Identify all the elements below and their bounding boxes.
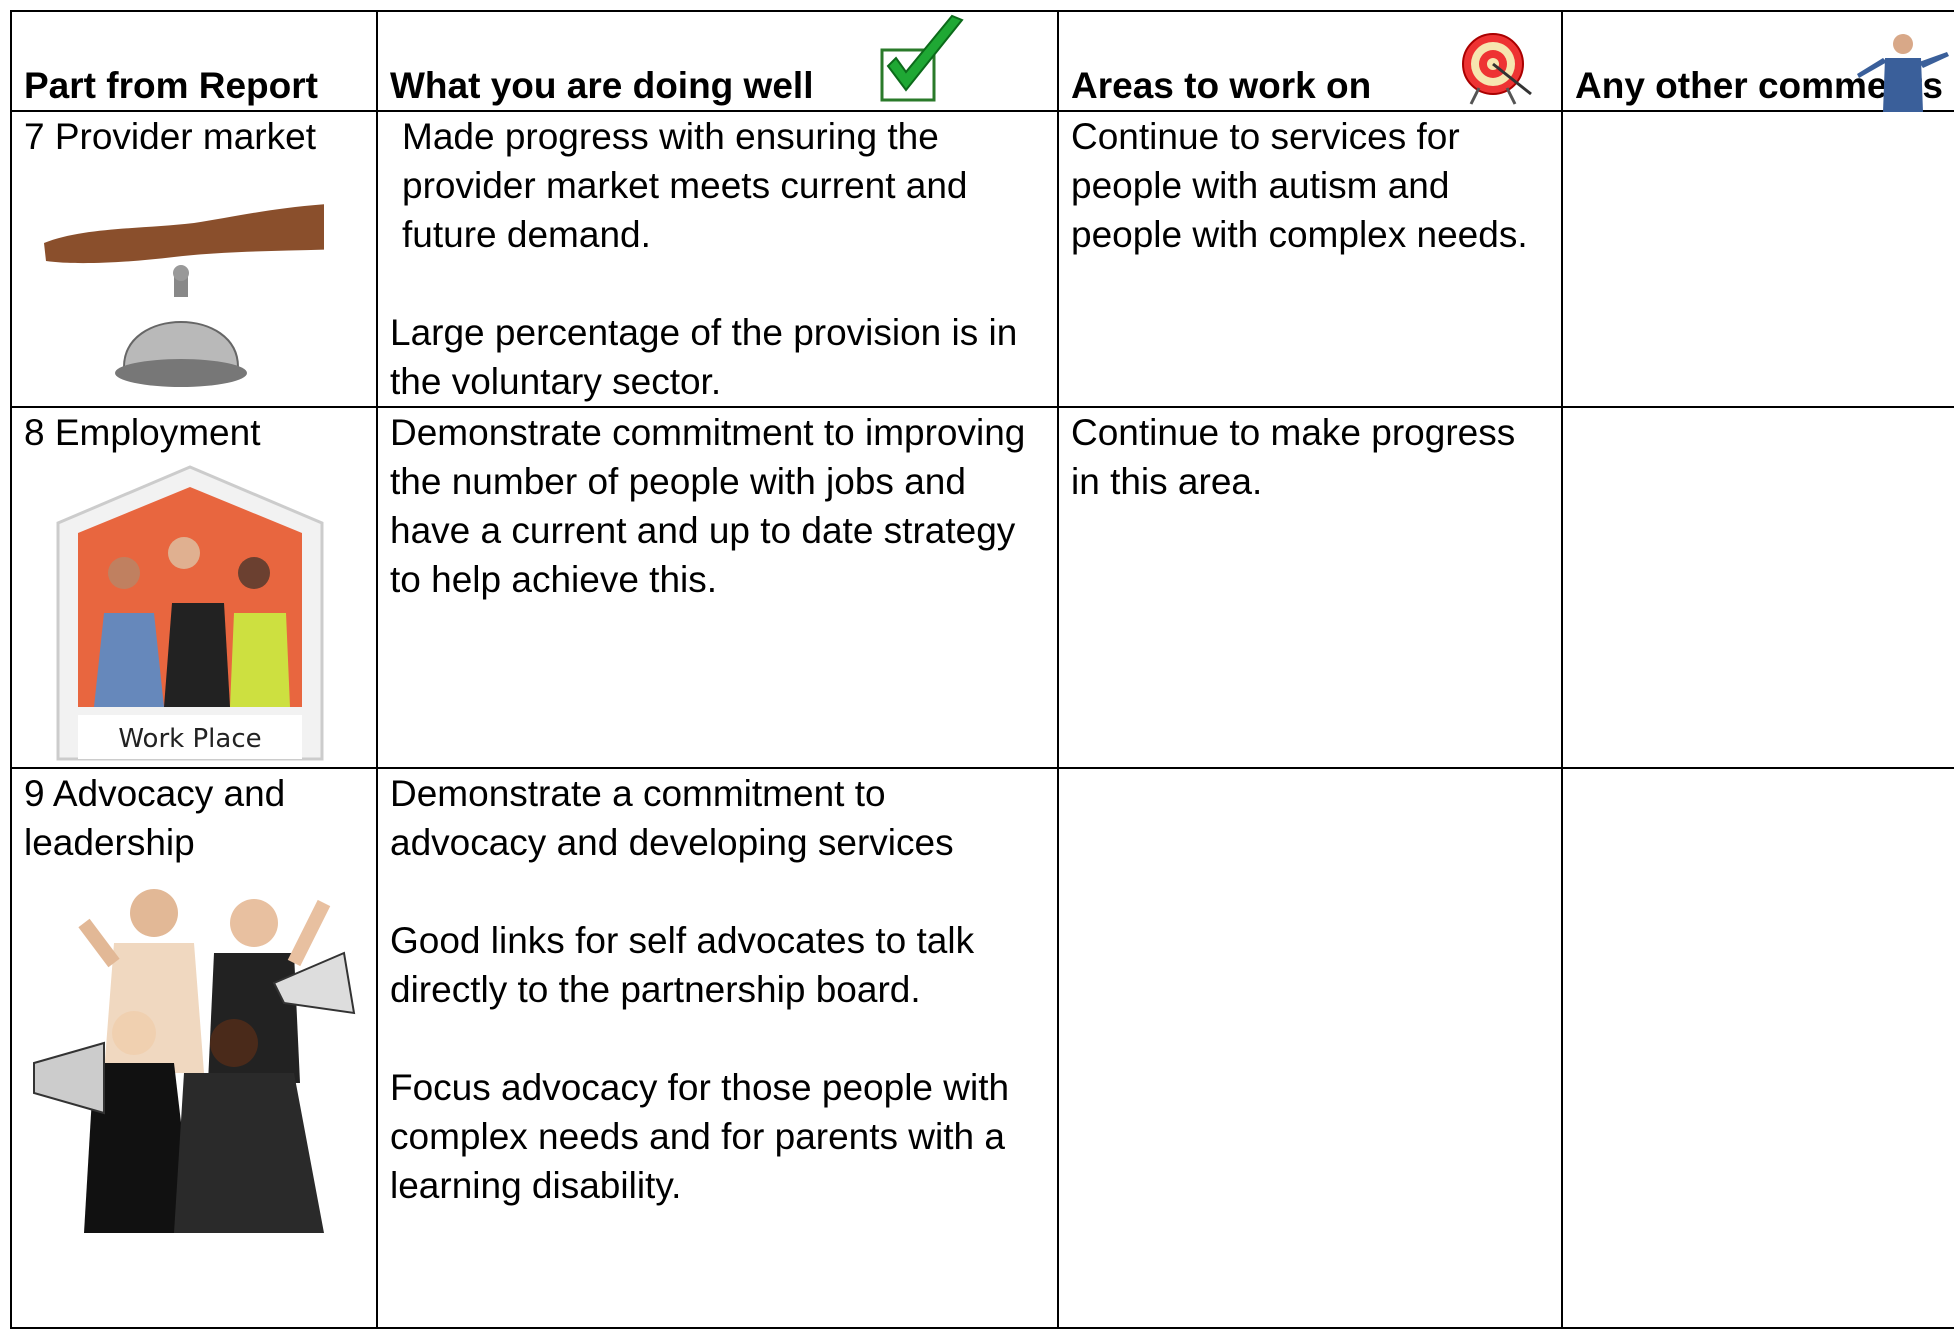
- header-cell: Areas to work on: [1057, 10, 1563, 112]
- part-text: 9 Advocacy and leadership: [24, 773, 286, 863]
- cell-paragraph: Continue to make progress in this area.: [1071, 412, 1516, 502]
- header-text: Any other comments: [1575, 65, 1944, 106]
- picture-label: Work Place: [118, 724, 261, 754]
- comments-cell: [1561, 110, 1954, 408]
- table-row: 7 Provider market Made progress with ens…: [10, 110, 1954, 408]
- cell-paragraph: Demonstrate a commitment to advocacy and…: [390, 773, 954, 863]
- cell-paragraph: Large percentage of the provision is in …: [390, 312, 1018, 402]
- work-on-cell: Continue to make progress in this area.: [1057, 406, 1563, 769]
- report-table: Part from Report What you are doing well…: [10, 10, 1954, 1329]
- header-text: Areas to work on: [1071, 65, 1372, 106]
- table-row: 8 Employment Work Place Demonstrate comm…: [10, 406, 1954, 769]
- work-on-cell: [1057, 767, 1563, 1329]
- header-cell: What you are doing well: [376, 10, 1059, 112]
- target-icon: [1462, 33, 1532, 105]
- part-text: 7 Provider market: [24, 116, 316, 157]
- table-row: 9 Advocacy and leadership Demonstrate a …: [10, 767, 1954, 1329]
- advocacy-picture: [33, 889, 356, 1233]
- cell-paragraph: Demonstrate commitment to improving the …: [390, 412, 1026, 600]
- check-icon: [880, 14, 964, 102]
- part-text: 8 Employment: [24, 412, 261, 453]
- part-cell: 7 Provider market: [10, 110, 378, 408]
- header-row: Part from Report What you are doing well…: [10, 10, 1954, 112]
- cell-paragraph: Continue to services for people with aut…: [1071, 116, 1528, 255]
- header-cell: Any other comments: [1561, 10, 1954, 112]
- header-cell: Part from Report: [10, 10, 378, 112]
- cell-paragraph: Good links for self advocates to talk di…: [390, 920, 975, 1010]
- person-icon: [1857, 34, 1949, 112]
- workplace-picture: Work Place: [56, 465, 324, 761]
- comments-cell: [1561, 406, 1954, 769]
- part-cell: 9 Advocacy and leadership: [10, 767, 378, 1329]
- work-on-cell: Continue to services for people with aut…: [1057, 110, 1563, 408]
- doing-well-cell: Demonstrate commitment to improving the …: [376, 406, 1059, 769]
- comments-cell: [1561, 767, 1954, 1329]
- cell-paragraph: Made progress with ensuring the provider…: [402, 116, 968, 255]
- cell-paragraph: Focus advocacy for those people with com…: [390, 1067, 1010, 1206]
- bell-picture: [44, 204, 324, 387]
- part-cell: 8 Employment Work Place: [10, 406, 378, 769]
- doing-well-cell: Demonstrate a commitment to advocacy and…: [376, 767, 1059, 1329]
- header-text: What you are doing well: [390, 65, 814, 106]
- header-text: Part from Report: [24, 65, 318, 106]
- doing-well-cell: Made progress with ensuring the provider…: [376, 110, 1059, 408]
